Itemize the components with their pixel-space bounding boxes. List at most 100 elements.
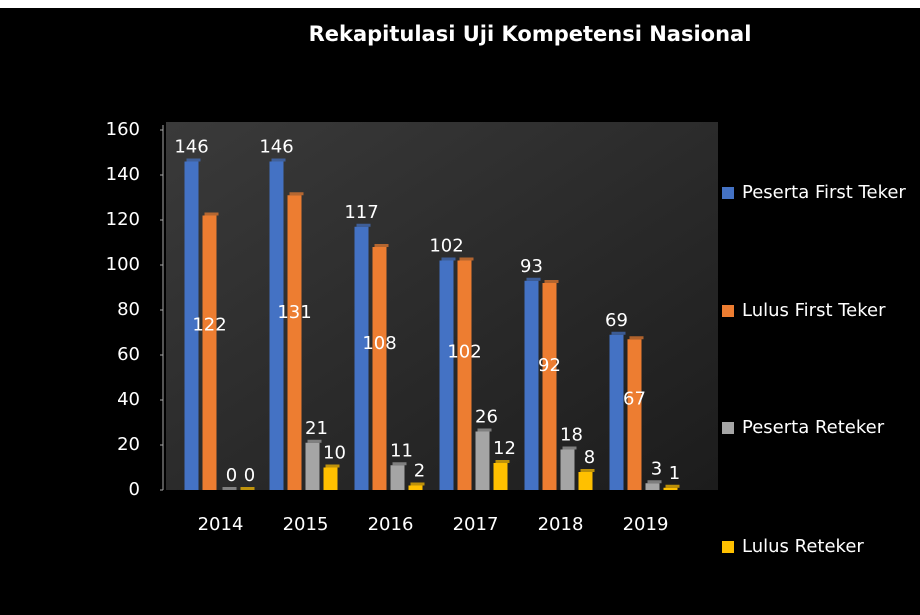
legend-entry: Peserta First Teker: [722, 180, 920, 206]
data-label: 21: [305, 418, 328, 439]
bar-top: [477, 428, 492, 432]
x-tick-label: 2017: [453, 514, 499, 535]
y-tick-label: 80: [117, 299, 140, 320]
bar-top: [526, 277, 541, 281]
top-strip: [0, 0, 920, 8]
data-label: 3: [651, 458, 662, 479]
bar: [372, 247, 387, 490]
bar: [354, 226, 369, 490]
bar: [408, 485, 423, 490]
bar-top: [495, 460, 510, 463]
bar: [627, 339, 642, 490]
bar: [524, 280, 539, 490]
data-label: 102: [429, 236, 463, 257]
legend-label: Peserta First Teker: [742, 182, 906, 203]
bar-top: [392, 462, 407, 466]
data-label: 69: [605, 310, 628, 331]
x-tick-label: 2018: [538, 514, 584, 535]
bar-top: [356, 223, 371, 227]
data-label: 92: [538, 355, 561, 376]
legend-label: Lulus First Teker: [742, 300, 886, 321]
chart-title: Rekapitulasi Uji Kompetensi Nasional: [309, 22, 752, 46]
x-tick-label: 2016: [368, 514, 414, 535]
y-tick-label: 40: [117, 389, 140, 410]
y-tick-label: 20: [117, 434, 140, 455]
data-label: 26: [475, 407, 498, 428]
bar-top: [186, 158, 201, 162]
data-label: 108: [362, 333, 396, 354]
bar-top: [240, 487, 255, 490]
data-label: 10: [323, 443, 346, 464]
data-label: 0: [244, 465, 255, 486]
bar-top: [611, 331, 626, 335]
bar: [663, 487, 678, 490]
x-tick-label: 2019: [623, 514, 669, 535]
data-label: 67: [623, 389, 646, 410]
bar-top: [562, 446, 577, 450]
y-tick-label: 0: [129, 479, 140, 500]
bar-top: [271, 158, 286, 162]
bar: [609, 334, 624, 490]
bar-top: [459, 257, 474, 261]
y-tick-label: 120: [106, 209, 140, 230]
legend-entry: Peserta Reteker: [722, 415, 920, 441]
data-label: 146: [174, 137, 208, 158]
bar: [390, 465, 405, 490]
bar: [493, 463, 508, 490]
bar-top: [222, 487, 237, 490]
y-tick-label: 160: [106, 119, 140, 140]
legend-entry: Lulus First Teker: [722, 298, 920, 324]
bar-top: [665, 484, 680, 488]
x-tick-label: 2015: [283, 514, 329, 535]
data-label: 122: [192, 314, 226, 335]
bar: [578, 472, 593, 490]
bar-top: [325, 464, 340, 468]
data-label: 12: [493, 438, 516, 459]
bar: [323, 467, 338, 490]
data-label: 102: [447, 341, 481, 362]
bar: [542, 283, 557, 490]
data-label: 93: [520, 256, 543, 277]
bar: [269, 161, 284, 490]
bar-top: [307, 439, 322, 443]
data-label: 18: [560, 425, 583, 446]
data-label: 117: [344, 202, 378, 223]
data-label: 0: [226, 465, 237, 486]
data-label: 8: [584, 447, 595, 468]
x-tick-label: 2014: [198, 514, 244, 535]
bar: [202, 215, 217, 490]
bar: [457, 260, 472, 490]
bar-top: [544, 280, 559, 283]
y-tick-label: 100: [106, 254, 140, 275]
data-label: 11: [390, 440, 413, 461]
bar-top: [374, 244, 389, 247]
legend-swatch: [722, 305, 734, 317]
data-label: 1: [669, 463, 680, 484]
bar: [287, 195, 302, 490]
data-label: 146: [259, 137, 293, 158]
bar-top: [204, 212, 219, 216]
bar: [439, 260, 454, 490]
bar-top: [629, 336, 644, 340]
bar: [645, 483, 660, 490]
bar: [475, 431, 490, 490]
bar: [305, 442, 320, 490]
bar: [184, 161, 199, 490]
data-label: 2: [414, 461, 425, 482]
y-tick-label: 60: [117, 344, 140, 365]
legend-entry: Lulus Reteker: [722, 534, 920, 560]
y-tick-label: 140: [106, 164, 140, 185]
legend-label: Lulus Reteker: [742, 536, 864, 557]
bar: [560, 449, 575, 490]
data-label: 131: [277, 302, 311, 323]
bar-top: [647, 480, 662, 484]
bar-top: [289, 192, 304, 196]
legend-swatch: [722, 187, 734, 199]
bar-top: [580, 469, 595, 472]
legend-swatch: [722, 541, 734, 553]
legend-swatch: [722, 422, 734, 434]
bar-top: [441, 257, 456, 261]
bar-top: [410, 482, 425, 486]
